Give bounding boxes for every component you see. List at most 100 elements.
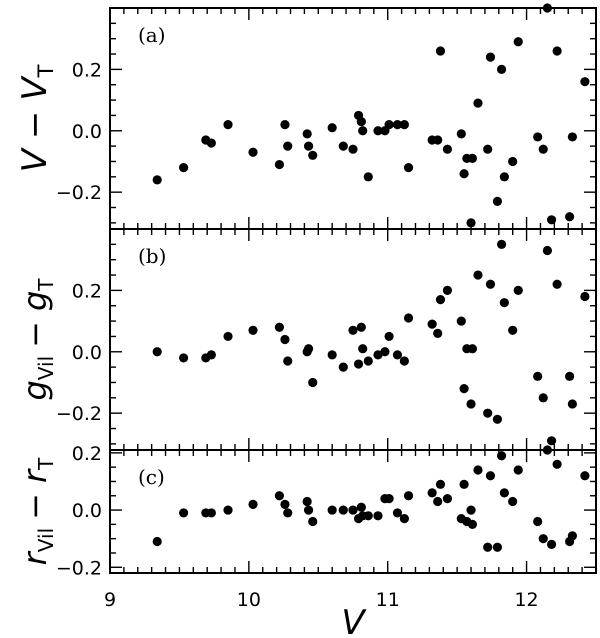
panel-label: (c) (138, 465, 165, 489)
data-point (499, 298, 509, 308)
data-point (466, 505, 476, 515)
data-point (542, 445, 553, 455)
data-point (223, 505, 233, 515)
data-point (483, 542, 493, 552)
axis-label-part: T (34, 64, 58, 78)
y-axis-label: rVil−rT (16, 457, 58, 565)
data-point (533, 516, 543, 527)
data-point (348, 325, 358, 335)
data-point (152, 536, 162, 547)
data-point (223, 331, 233, 342)
data-point (466, 218, 476, 228)
data-point (473, 465, 483, 475)
data-point (459, 169, 469, 179)
data-point (363, 511, 373, 521)
data-point (459, 479, 469, 489)
data-point (392, 350, 403, 360)
x-tick-label: 11 (376, 589, 400, 611)
data-point (466, 399, 476, 409)
data-point (363, 356, 373, 366)
data-point (280, 120, 290, 130)
panel-label: (a) (138, 23, 166, 47)
data-point (499, 488, 509, 498)
data-point (399, 120, 409, 130)
data-point (152, 175, 162, 185)
panel-frame-2 (109, 449, 597, 574)
axis-label-part: V (15, 75, 55, 101)
data-point (283, 141, 293, 151)
data-point (567, 531, 577, 541)
y-tick-label: −0.2 (56, 557, 102, 579)
data-point (473, 98, 483, 108)
data-point (456, 129, 466, 139)
data-point (442, 285, 453, 295)
data-point (485, 52, 496, 62)
data-point (303, 344, 314, 354)
data-point (499, 172, 509, 182)
data-point (427, 488, 437, 498)
data-point (435, 294, 446, 305)
data-point (384, 120, 394, 130)
y-tick-label: 0.2 (72, 443, 102, 465)
x-tick-label: 12 (514, 589, 538, 611)
data-point (467, 519, 478, 529)
axis-label-part: r (16, 550, 54, 565)
data-point (280, 499, 290, 509)
data-point (392, 508, 403, 518)
y-tick-label: −0.2 (56, 182, 102, 204)
data-point (399, 514, 409, 524)
data-point (206, 508, 216, 518)
data-point (513, 37, 523, 47)
data-point (427, 319, 437, 329)
data-point (399, 356, 409, 366)
data-point (303, 141, 314, 151)
data-point (565, 212, 575, 222)
data-point (302, 496, 312, 507)
data-point (483, 408, 493, 418)
data-point (206, 350, 216, 360)
data-point (327, 123, 337, 133)
data-point (178, 353, 189, 363)
data-point (459, 384, 469, 394)
data-point (508, 156, 518, 167)
data-point (496, 239, 507, 249)
data-point (363, 172, 373, 182)
data-point (508, 496, 518, 507)
x-axis-label: V (341, 603, 367, 638)
axis-label-part: − (15, 111, 55, 140)
data-point (567, 132, 577, 142)
panel-frame-1 (109, 228, 597, 451)
panel-label: (b) (138, 244, 166, 268)
data-point (542, 3, 553, 13)
data-point (580, 77, 590, 87)
data-point (485, 471, 496, 481)
data-point (473, 270, 483, 280)
axis-label-part: g (16, 291, 54, 311)
data-point (358, 126, 368, 136)
data-point (403, 491, 414, 501)
data-point (565, 371, 575, 381)
data-point (308, 516, 318, 527)
data-point (580, 291, 590, 302)
data-point (538, 534, 548, 544)
data-point (206, 138, 216, 148)
y-axis-label: V−VT (15, 64, 58, 172)
data-point (533, 371, 543, 381)
data-point (435, 479, 446, 489)
data-point (403, 313, 414, 323)
data-point (178, 508, 189, 518)
data-point (496, 451, 507, 461)
axis-label-part: T (34, 457, 58, 471)
data-point (513, 465, 523, 475)
data-point (485, 279, 496, 289)
data-point (373, 126, 383, 136)
data-point (442, 144, 453, 154)
data-point (538, 144, 548, 154)
data-point (356, 322, 366, 332)
data-point (248, 499, 258, 509)
x-tick-label: 10 (237, 589, 261, 611)
data-point (552, 459, 562, 469)
data-point (248, 147, 258, 157)
data-point (513, 285, 523, 295)
data-point (308, 377, 318, 388)
